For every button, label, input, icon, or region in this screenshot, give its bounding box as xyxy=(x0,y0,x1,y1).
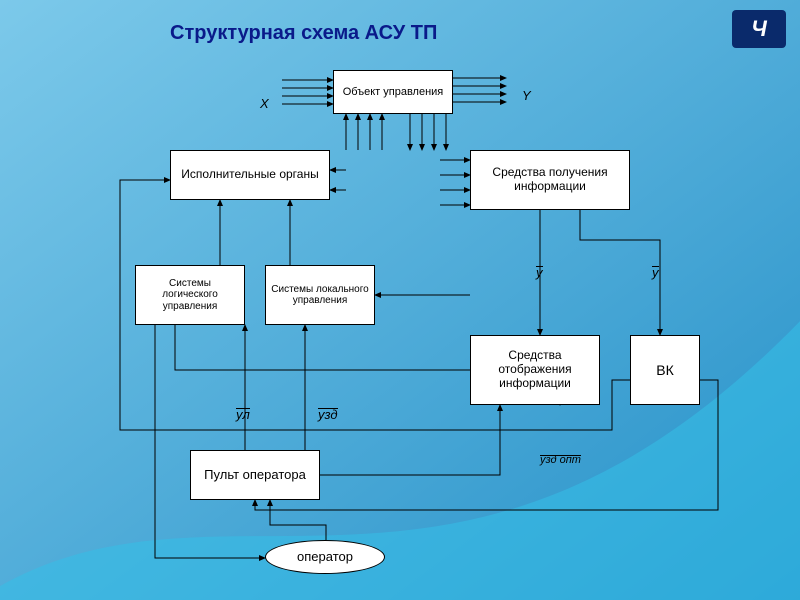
io-label-yopt: yзд опт xyxy=(540,455,581,466)
node-pult: Пульт оператора xyxy=(190,450,320,500)
node-label: Исполнительные органы xyxy=(181,168,318,182)
node-label: Системы логического управления xyxy=(140,278,240,313)
node-vk: ВК xyxy=(630,335,700,405)
io-label-X: X xyxy=(260,96,269,111)
node-oper: оператор xyxy=(265,540,385,574)
io-label-text: X xyxy=(260,96,269,111)
io-label-yzd: yзд xyxy=(318,408,338,422)
diagram-title: Структурная схема АСУ ТП xyxy=(170,22,437,45)
io-label-yl: yл xyxy=(236,408,250,422)
io-label-text: yл xyxy=(236,407,250,422)
io-label-text: yзд xyxy=(318,407,338,422)
node-label: Средства получения информации xyxy=(475,166,625,194)
node-label: ВК xyxy=(656,362,674,378)
io-label-text: y xyxy=(536,265,543,280)
node-exec: Исполнительные органы xyxy=(170,150,330,200)
io-label-y1: y xyxy=(536,266,543,280)
node-label: Средства отображения информации xyxy=(475,349,595,390)
node-local: Системы локального управления xyxy=(265,265,375,325)
io-label-text: yзд опт xyxy=(540,454,581,466)
io-label-Y: Y xyxy=(522,88,531,103)
io-label-y2: y xyxy=(652,266,659,280)
diagram-stage: Ч Структурная схема АСУ ТП Объект управл… xyxy=(0,0,800,600)
node-label: оператор xyxy=(297,550,353,565)
node-obj: Объект управления xyxy=(333,70,453,114)
node-label: Пульт оператора xyxy=(204,468,306,483)
node-label: Объект управления xyxy=(343,86,444,99)
io-label-text: Y xyxy=(522,88,531,103)
node-logic: Системы логического управления xyxy=(135,265,245,325)
logo-text: Ч xyxy=(751,16,767,42)
logo-badge: Ч xyxy=(732,10,786,48)
node-label: Системы локального управления xyxy=(270,284,370,307)
io-label-text: y xyxy=(652,265,659,280)
node-disp: Средства отображения информации xyxy=(470,335,600,405)
node-acq: Средства получения информации xyxy=(470,150,630,210)
